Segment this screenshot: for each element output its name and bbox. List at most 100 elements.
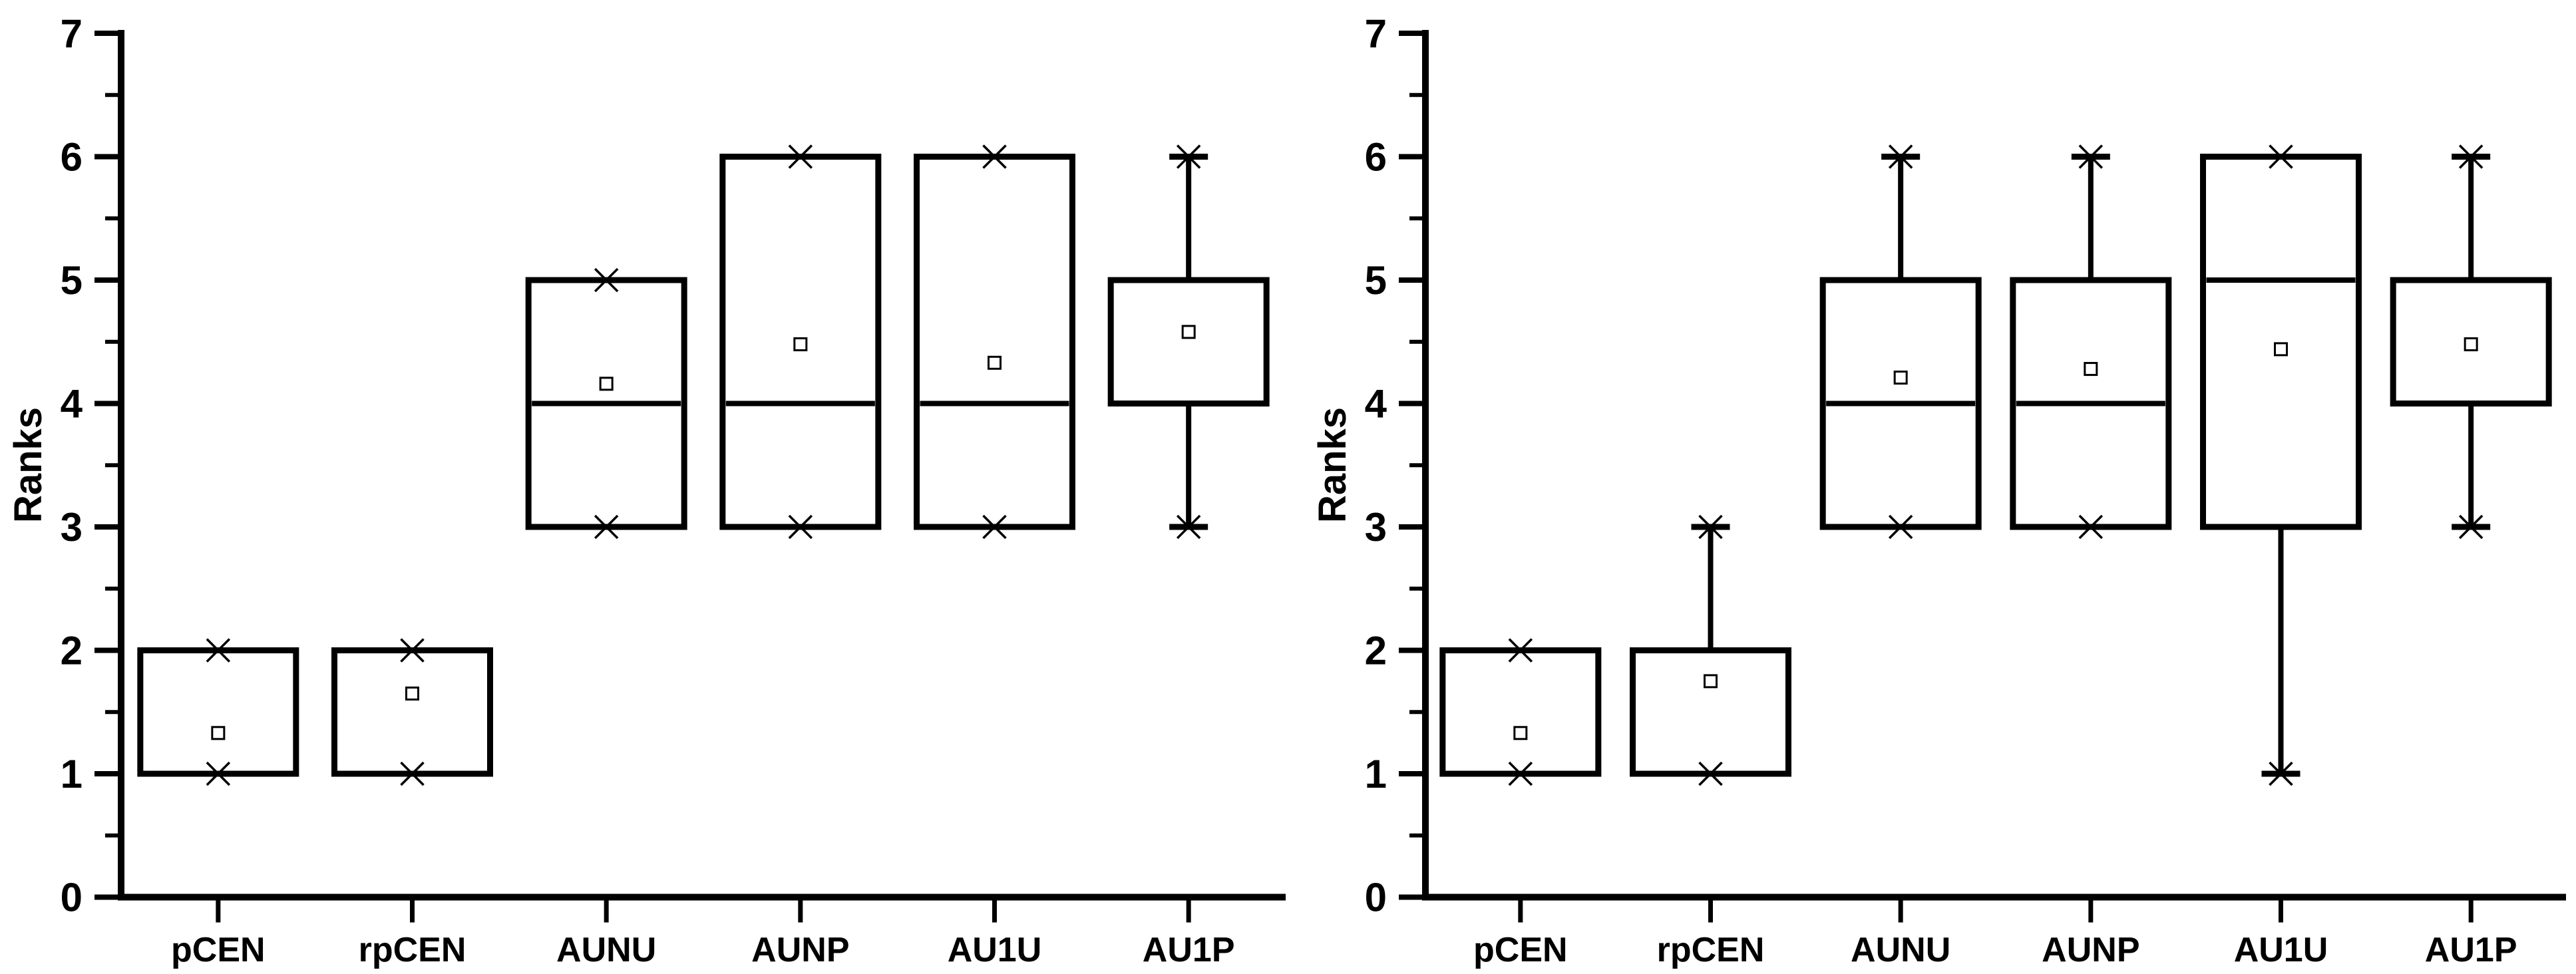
mean-marker (405, 686, 419, 701)
y-tick-label: 4 (61, 382, 83, 426)
x-category-label: AU1U (948, 931, 1042, 969)
max-marker-stroke (2458, 144, 2484, 169)
iqr-box (1439, 647, 1602, 777)
iqr-box (2390, 277, 2552, 406)
min-marker (594, 514, 619, 540)
max-marker (982, 144, 1007, 169)
mean-marker (2084, 362, 2098, 377)
box-plot-AU1P (2390, 144, 2552, 540)
min-marker (2269, 761, 2293, 786)
mean-marker (988, 355, 1002, 370)
x-category-label: AUNP (2042, 931, 2139, 969)
iqr-box (1630, 647, 1791, 777)
min-marker-stroke (2458, 514, 2484, 540)
min-marker-stroke (2269, 761, 2293, 786)
max-marker-stroke (1698, 514, 1723, 540)
x-category-label: AUNP (751, 931, 849, 969)
max-marker-stroke (1508, 638, 1533, 663)
max-marker-stroke (400, 638, 425, 663)
x-category-label: pCEN (171, 931, 266, 969)
box-plot-AU1U (914, 144, 1075, 540)
iqr-box (914, 154, 1075, 530)
max-marker (788, 144, 813, 169)
max-marker (1698, 514, 1723, 540)
y-tick-label: 6 (61, 135, 83, 180)
y-tick-label: 3 (1365, 505, 1387, 550)
min-marker (206, 761, 231, 786)
mean-marker (1893, 371, 1908, 385)
iqr-box (719, 154, 882, 530)
max-marker (2078, 144, 2104, 169)
max-marker (1888, 144, 1913, 169)
x-category-label: pCEN (1473, 931, 1568, 969)
mean-marker (2274, 342, 2288, 357)
x-category-label: rpCEN (1657, 931, 1765, 969)
max-marker-stroke (1176, 144, 1201, 169)
mean-marker (1704, 674, 1718, 689)
max-marker (2458, 144, 2484, 169)
y-tick-label: 0 (1365, 876, 1387, 920)
min-marker-stroke (2078, 514, 2104, 540)
min-marker (2458, 514, 2484, 540)
min-marker (982, 514, 1007, 540)
y-tick-label: 0 (61, 876, 83, 920)
box-plot-AUNP (719, 144, 882, 540)
max-marker-stroke (206, 638, 231, 663)
max-marker-stroke (982, 144, 1007, 169)
x-category-label: AU1P (2425, 931, 2517, 969)
x-category-label: AU1P (1143, 931, 1235, 969)
min-marker (1176, 514, 1201, 540)
max-marker (2269, 144, 2293, 169)
min-marker (1888, 514, 1913, 540)
y-tick-label: 2 (1365, 629, 1387, 673)
y-tick-label: 5 (1365, 258, 1387, 303)
mean-marker (211, 726, 226, 740)
y-tick-label: 3 (61, 505, 83, 550)
y-tick-label: 4 (1365, 382, 1387, 426)
x-category-label: AUNU (556, 931, 656, 969)
chart-1: 0 1 2 3 4 5 6 7 pCEN rpCEN AUNU AUNP AU1U AU1P (1365, 11, 2566, 969)
min-marker-stroke (400, 761, 425, 786)
y-axis-title-left: Ranks (7, 407, 50, 523)
box-plot-rpCEN (1630, 514, 1791, 786)
iqr-box (1107, 277, 1270, 406)
y-tick-label: 7 (61, 11, 83, 56)
box-plot-AUNP (2010, 144, 2172, 540)
max-marker (1508, 638, 1533, 663)
box-plot-pCEN (137, 638, 299, 786)
min-marker-stroke (594, 514, 619, 540)
iqr-box (331, 647, 493, 777)
max-marker-stroke (1888, 144, 1913, 169)
box-plot-AU1U (2200, 144, 2362, 786)
min-marker (2078, 514, 2104, 540)
y-tick-label: 1 (61, 752, 83, 796)
x-category-label: AUNU (1851, 931, 1950, 969)
mean-marker (1513, 726, 1528, 740)
min-marker-stroke (788, 514, 813, 540)
min-marker-stroke (206, 761, 231, 786)
plots-group: 0 1 2 3 4 5 6 7 pCEN rpCEN AUNU AUNP AU1U AU1P 0 1 2 3 4 5 6… (61, 11, 2566, 969)
box-plot-rpCEN (331, 638, 493, 786)
min-marker-stroke (1508, 761, 1533, 786)
y-axis-title-right: Ranks (1311, 407, 1354, 523)
mean-marker (1181, 325, 1196, 339)
min-marker (1698, 761, 1723, 786)
y-tick-label: 2 (61, 629, 83, 673)
x-category-label: rpCEN (359, 931, 466, 969)
y-tick-label: 5 (61, 258, 83, 303)
max-marker-stroke (2269, 144, 2293, 169)
iqr-box (2200, 154, 2362, 530)
max-marker (400, 638, 425, 663)
max-marker (594, 267, 619, 293)
min-marker-stroke (1888, 514, 1913, 540)
max-marker-stroke (2078, 144, 2104, 169)
x-category-label: AU1U (2234, 931, 2328, 969)
y-tick-label: 6 (1365, 135, 1387, 180)
min-marker (400, 761, 425, 786)
mean-marker (793, 337, 808, 351)
min-marker-stroke (1176, 514, 1201, 540)
max-marker-stroke (594, 267, 619, 293)
box-plot-pCEN (1439, 638, 1602, 786)
